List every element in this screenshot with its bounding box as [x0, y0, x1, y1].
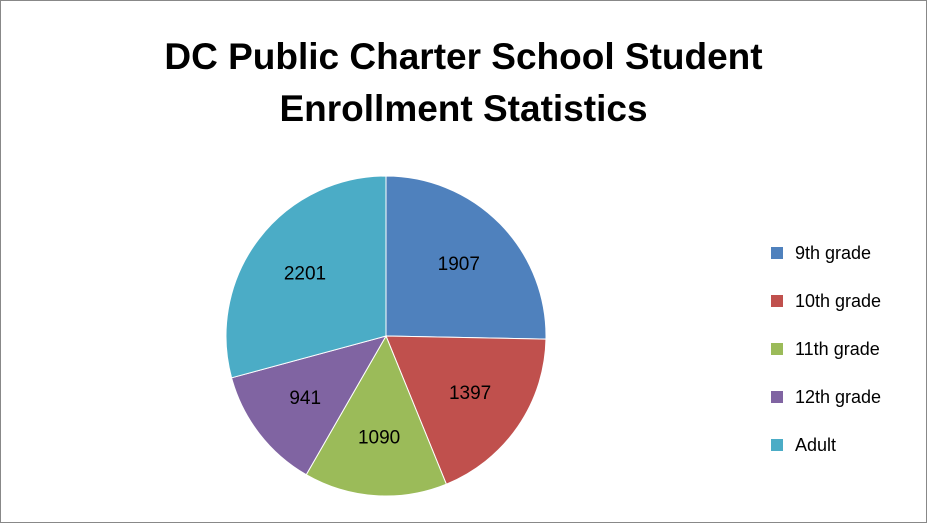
legend-label-11th-grade: 11th grade [795, 338, 880, 359]
pie-slice-10th-grade [385, 335, 547, 485]
legend-item-12th-grade: 12th grade [771, 373, 881, 421]
pie-slices [225, 175, 547, 497]
legend-swatch-11th-grade [771, 343, 783, 355]
data-label-10th-grade: 1397 [449, 383, 491, 404]
chart-title-line-1: DC Public Charter School Student [164, 36, 763, 77]
pie-slice-9th-grade [385, 175, 547, 340]
data-label-adult: 2201 [284, 264, 326, 285]
legend-item-10th-grade: 10th grade [771, 277, 881, 325]
pie-data-labels: 1907 1397 1090 941 2201 [284, 254, 491, 448]
pie-slice-12th-grade [230, 335, 388, 476]
data-label-11th-grade: 1090 [358, 427, 400, 448]
chart-legend: 9th grade 10th grade 11th grade 12th grade A… [771, 229, 881, 469]
legend-swatch-adult [771, 439, 783, 451]
chart-title: DC Public Charter School Student Enrollm… [1, 31, 926, 135]
legend-swatch-12th-grade [771, 391, 783, 403]
chart-title-line-2: Enrollment Statistics [279, 88, 648, 129]
pie-slice-11th-grade [305, 334, 448, 497]
data-label-9th-grade: 1907 [438, 254, 480, 275]
legend-label-10th-grade: 10th grade [795, 290, 882, 311]
legend-label-12th-grade: 12th grade [795, 386, 882, 407]
legend-item-adult: Adult [771, 421, 881, 469]
legend-swatch-10th-grade [771, 295, 783, 307]
data-label-12th-grade: 941 [289, 388, 321, 409]
legend-swatch-9th-grade [771, 247, 783, 259]
legend-label-adult: Adult [795, 434, 837, 455]
pie-slice-adult [225, 175, 387, 379]
legend-item-11th-grade: 11th grade [771, 325, 881, 373]
legend-label-9th-grade: 9th grade [795, 242, 872, 263]
legend-item-9th-grade: 9th grade [771, 229, 881, 277]
